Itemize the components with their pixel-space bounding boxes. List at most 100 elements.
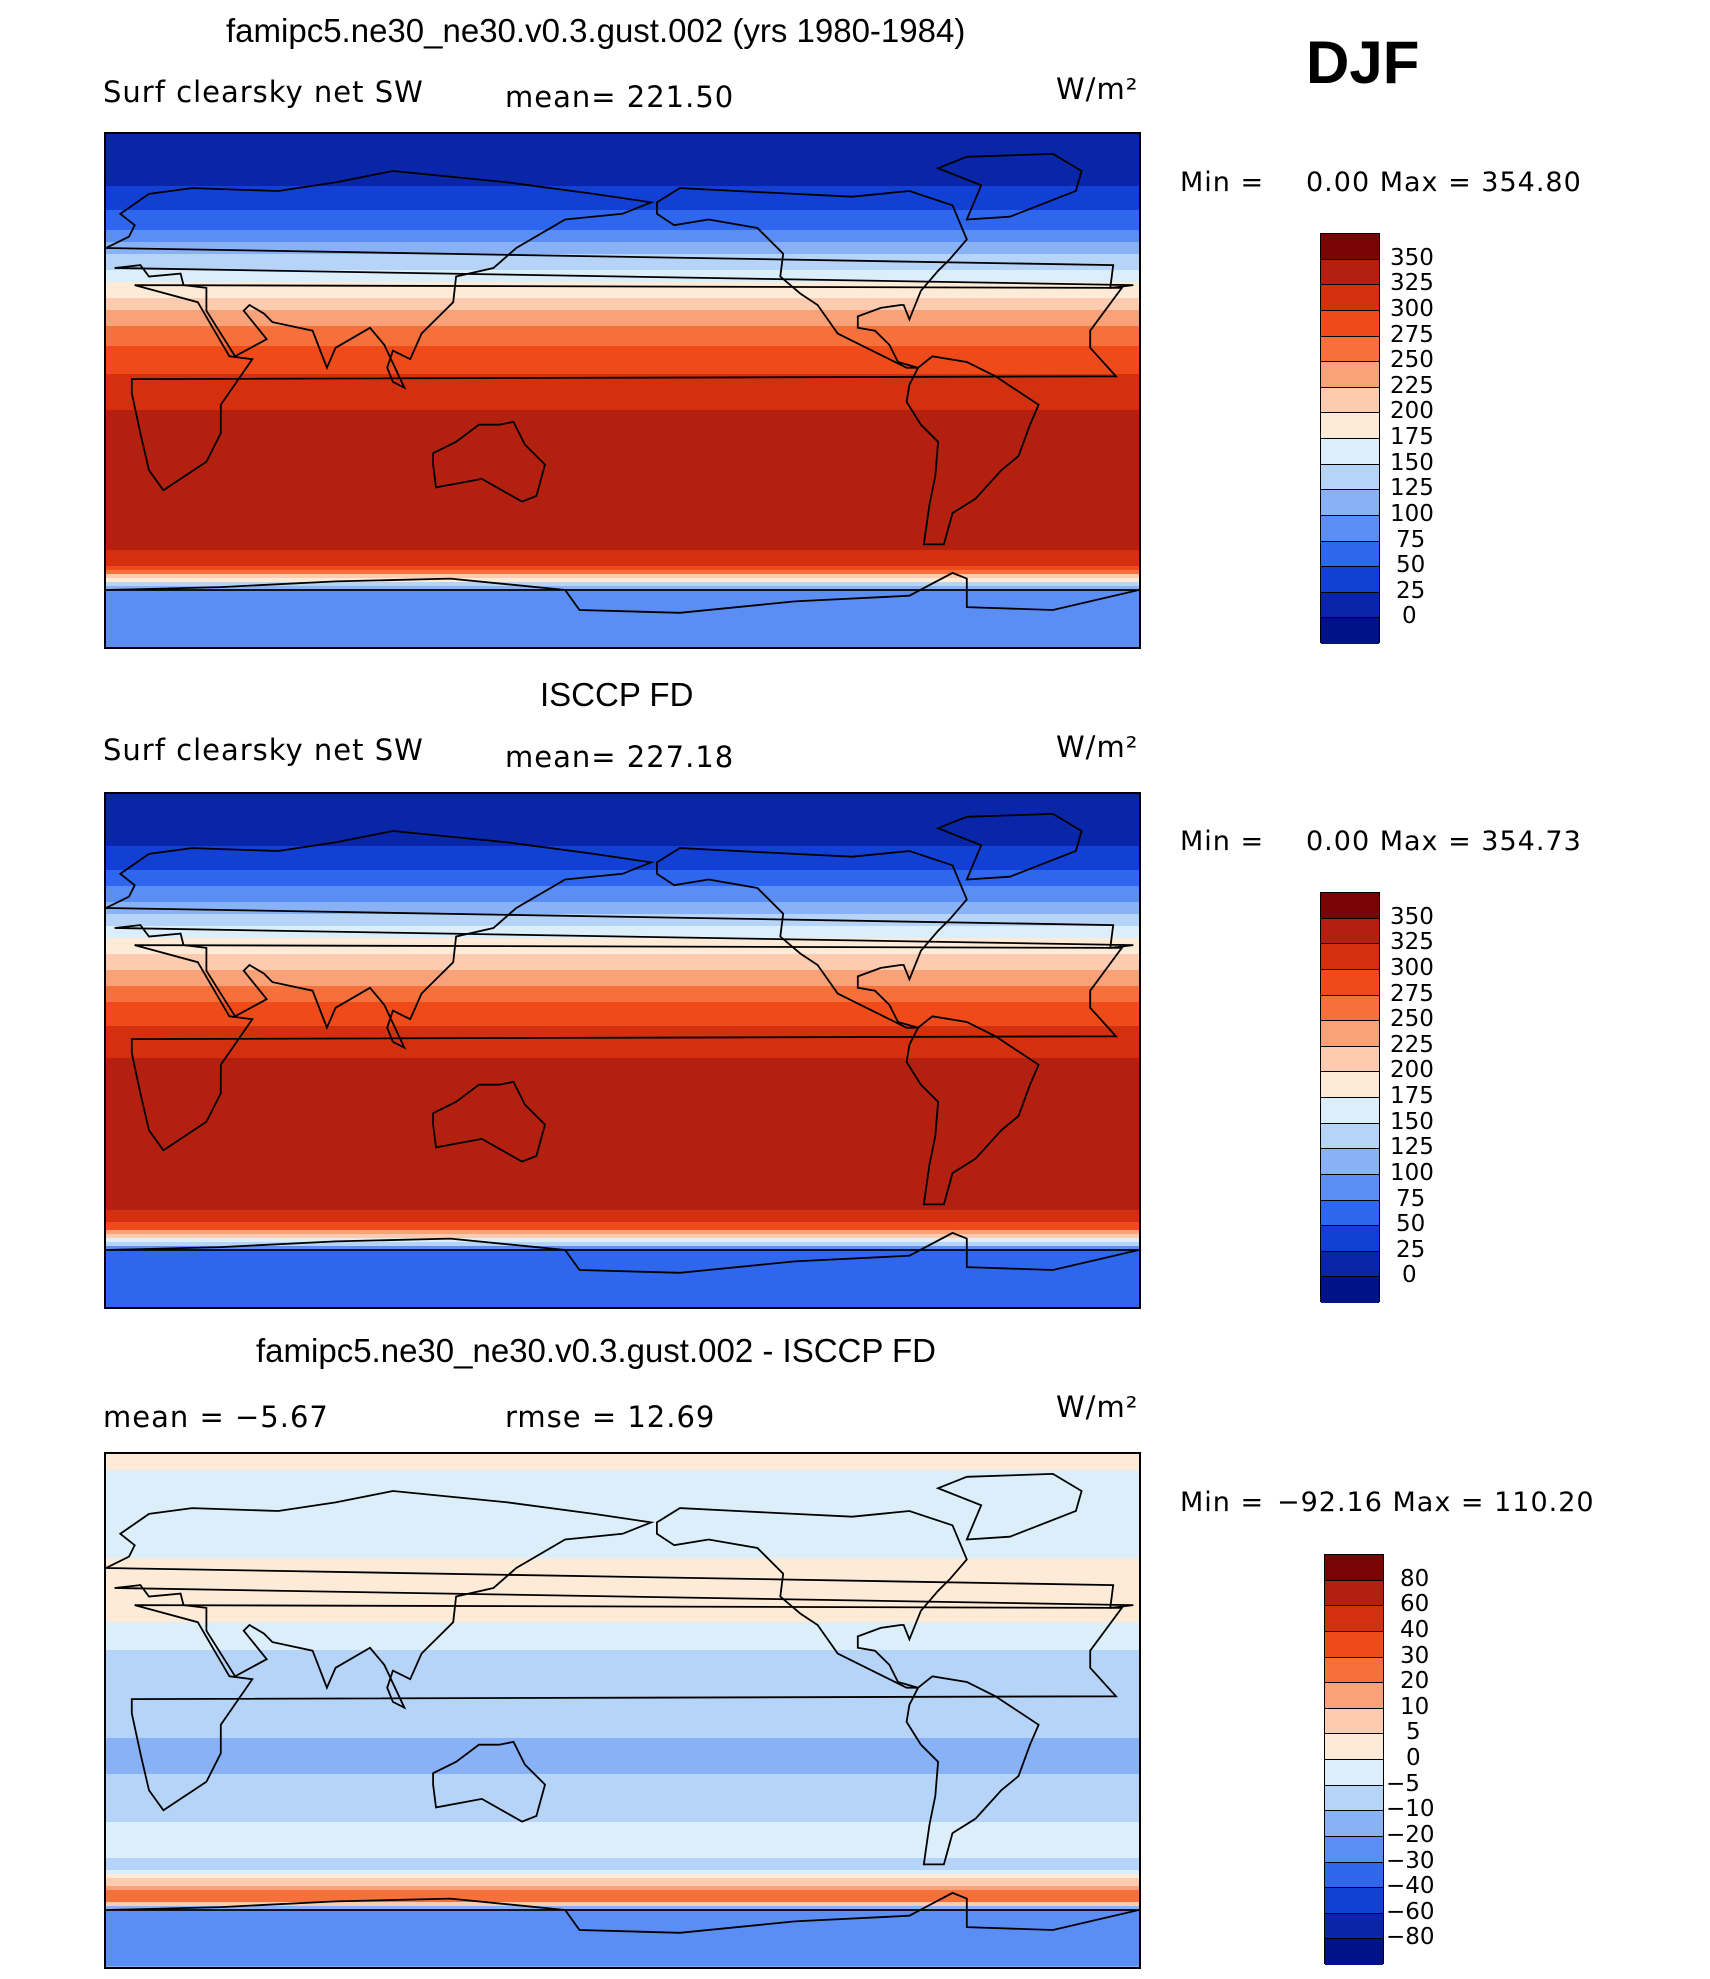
contour-band [106,1570,1139,1575]
panel-2-colorbar [1320,892,1380,1303]
contour-band [106,1218,1139,1223]
panel-2-mean-label: mean= 227.18 [505,740,735,774]
contour-band [106,1862,1139,1867]
panel-3-min-label: Min = [1180,1487,1265,1518]
colorbar-swatch [1325,1683,1383,1709]
panel-3-mean-label: mean = −5.67 [103,1400,329,1434]
contour-band [106,1954,1139,1959]
contour-band [106,1022,1139,1027]
contour-band [106,174,1139,179]
contour-band [106,354,1139,359]
contour-band [106,218,1139,223]
contour-band [106,1650,1139,1655]
contour-band [106,370,1139,375]
contour-band [106,1966,1139,1967]
panel-3-units: W/m² [1056,1390,1139,1424]
contour-band [106,798,1139,803]
contour-band [106,1018,1139,1023]
contour-band [106,382,1139,387]
coastline-samerica [905,1015,1040,1206]
contour-band [106,1098,1139,1103]
contour-band [106,278,1139,283]
panel-1-contour-map [106,134,1139,647]
colorbar-swatch [1321,336,1379,363]
contour-band [106,1114,1139,1119]
contour-band [106,230,1139,235]
contour-band [106,1694,1139,1699]
colorbar-swatch [1321,515,1379,542]
contour-band [106,878,1139,883]
panel-3-rmse-label: rmse = 12.69 [505,1400,716,1434]
colorbar-tick-label: 350 [1390,244,1434,271]
contour-band [106,138,1139,143]
colorbar-swatch [1325,1785,1383,1812]
contour-band [106,1182,1139,1187]
colorbar-swatch [1325,1555,1383,1581]
contour-band [106,1590,1139,1595]
contour-band [106,394,1139,399]
contour-band [106,1294,1139,1299]
coastline-eurasia [106,830,1134,1050]
panel-1-min-label: Min = [1180,167,1265,198]
contour-band [106,1210,1139,1215]
colorbar-swatch [1321,618,1379,644]
contour-band [106,350,1139,355]
colorbar-swatch [1325,1580,1383,1607]
contour-band [106,930,1139,935]
contour-band [106,1878,1139,1883]
contour-band [106,442,1139,447]
colorbar-swatch [1321,567,1379,593]
coastline-antarctica [106,1891,1139,1934]
panel-2-units: W/m² [1056,730,1139,764]
contour-band [106,298,1139,303]
contour-band [106,1190,1139,1195]
contour-band [106,1038,1139,1043]
contour-band [106,1458,1139,1463]
contour-band [106,1726,1139,1731]
contour-band [106,1490,1139,1495]
contour-band [106,1702,1139,1707]
colorbar-swatch [1325,1836,1383,1863]
colorbar-tick-label: 150 [1390,449,1434,476]
contour-band [106,434,1139,439]
contour-band [106,1766,1139,1771]
contour-band [106,1138,1139,1143]
contour-band [106,294,1139,299]
contour-band [106,1910,1139,1915]
contour-band [106,1610,1139,1615]
contour-band [106,406,1139,411]
contour-band [106,1058,1139,1063]
colorbar-swatch [1321,413,1379,439]
contour-band [106,1890,1139,1895]
contour-band [106,1550,1139,1555]
contour-band [106,318,1139,323]
contour-band [106,1302,1139,1307]
colorbar-swatch [1325,1657,1383,1684]
contour-band [106,1506,1139,1511]
contour-band [106,890,1139,895]
contour-band [106,346,1139,351]
contour-band [106,1046,1139,1051]
contour-band [106,426,1139,431]
colorbar-tick-label: 60 [1400,1591,1430,1618]
contour-band [106,570,1139,575]
colorbar-tick-label: 175 [1390,424,1434,450]
contour-band [106,1262,1139,1267]
contour-band [106,206,1139,211]
contour-band [106,182,1139,187]
colorbar-tick-label: 125 [1390,1134,1434,1161]
panel-2-map [104,792,1141,1309]
contour-band [106,946,1139,951]
contour-band [106,1070,1139,1075]
panel-1-variable-label: Surf clearsky net SW [103,75,424,109]
contour-band [106,1710,1139,1715]
colorbar-tick-label: −20 [1386,1821,1435,1848]
contour-band [106,1498,1139,1503]
contour-band [106,1162,1139,1167]
contour-band [106,1842,1139,1847]
colorbar-tick-label: −5 [1386,1770,1420,1797]
contour-band [106,1686,1139,1691]
contour-band [106,642,1139,647]
contour-band [106,506,1139,511]
colorbar-tick-label: 80 [1400,1565,1430,1592]
